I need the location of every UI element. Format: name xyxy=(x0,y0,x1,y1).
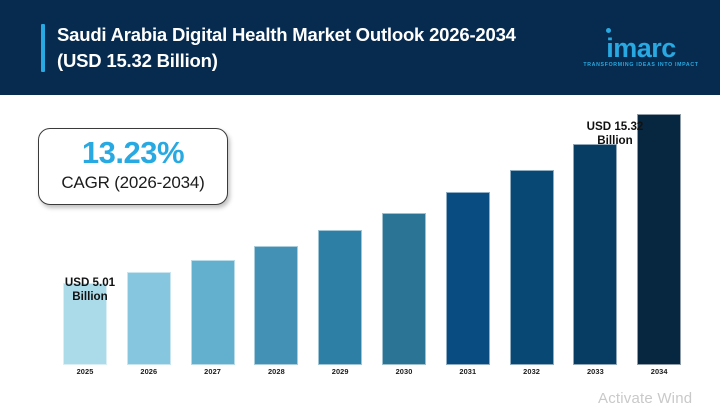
bar-column xyxy=(190,95,235,365)
bar-2026 xyxy=(126,272,171,365)
bar-2025 xyxy=(63,283,107,365)
bar-2034 xyxy=(637,114,682,365)
imarc-logo: imarc TRANSFORMING IDEAS INTO IMPACT xyxy=(582,28,700,74)
bar-2028 xyxy=(254,246,299,365)
x-axis-label-2026: 2026 xyxy=(140,367,158,376)
first-bar-value-label: USD 5.01 Billion xyxy=(45,276,135,304)
bar-column xyxy=(318,95,363,365)
cagr-callout-box: 13.23% CAGR (2026-2034) xyxy=(38,128,228,205)
x-axis-label-2032: 2032 xyxy=(523,367,541,376)
header-banner: Saudi Arabia Digital Health Market Outlo… xyxy=(0,0,720,95)
last-bar-value-line-1: USD 15.32 xyxy=(586,120,644,133)
bar-2033 xyxy=(573,143,618,365)
cagr-value: 13.23% xyxy=(81,135,185,170)
x-axis-label-2030: 2030 xyxy=(395,367,413,376)
first-bar-value-line-2: Billion xyxy=(72,290,108,303)
x-axis-label-2031: 2031 xyxy=(459,367,477,376)
page-title: Saudi Arabia Digital Health Market Outlo… xyxy=(57,22,577,74)
header-accent-bar xyxy=(41,24,45,72)
bar-chart: 2025 2026 2027 2028 2029 2030 2031 2032 2033 2034… xyxy=(0,95,720,409)
bar-2032 xyxy=(509,169,554,365)
activation-watermark: Activate Wind xyxy=(598,390,693,407)
bar-column xyxy=(573,95,618,365)
first-bar-value-line-1: USD 5.01 xyxy=(64,276,116,289)
page-title-line-2: (USD 15.32 Billion) xyxy=(57,50,218,71)
bar-2029 xyxy=(318,230,363,365)
page-title-line-1: Saudi Arabia Digital Health Market Outlo… xyxy=(57,24,516,45)
x-axis-label-2027: 2027 xyxy=(204,367,222,376)
chart-plot-area: 2025 2026 2027 2028 2029 2030 2031 2032 2033 2034 xyxy=(41,95,682,376)
bar-2027 xyxy=(190,259,235,365)
x-axis-label-2034: 2034 xyxy=(650,367,668,376)
bar-column xyxy=(445,95,490,365)
cagr-label: CAGR (2026-2034) xyxy=(61,173,205,192)
bar-2030 xyxy=(382,212,426,365)
logo-tagline: TRANSFORMING IDEAS INTO IMPACT xyxy=(583,62,699,68)
bar-column xyxy=(382,95,426,365)
logo-wordmark: imarc xyxy=(606,33,676,63)
last-bar-value-label: USD 15.32 Billion xyxy=(570,120,660,148)
last-bar-value-line-2: Billion xyxy=(597,134,633,147)
bar-column xyxy=(63,95,107,365)
bar-column xyxy=(509,95,554,365)
bar-column xyxy=(126,95,171,365)
bar-column xyxy=(637,95,682,365)
bar-column xyxy=(254,95,299,365)
x-axis-label-2033: 2033 xyxy=(586,367,604,376)
logo-dot-icon xyxy=(606,28,611,33)
x-axis-label-2025: 2025 xyxy=(76,367,94,376)
x-axis-label-2029: 2029 xyxy=(331,367,349,376)
x-axis-label-2028: 2028 xyxy=(267,367,285,376)
bar-2031 xyxy=(445,192,490,365)
